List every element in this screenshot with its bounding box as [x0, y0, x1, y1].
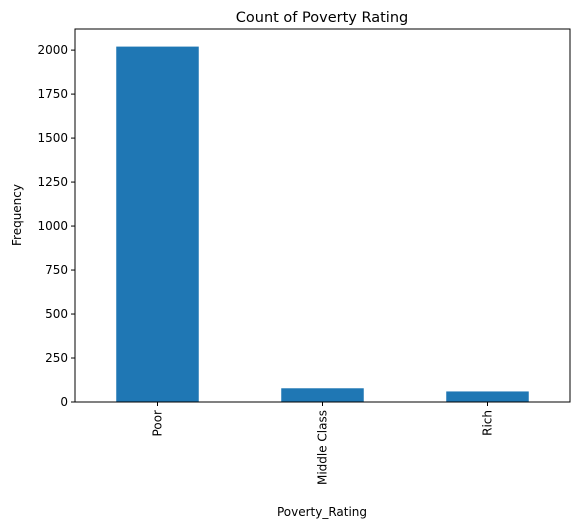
x-axis-ticks: Poor Middle Class Rich: [151, 402, 495, 485]
x-axis-label: Poverty_Rating: [277, 505, 367, 519]
y-tick-label: 1250: [37, 175, 68, 189]
y-tick-label: 2000: [37, 43, 68, 57]
x-tick-label: Rich: [481, 410, 495, 436]
x-tick-label: Poor: [151, 410, 165, 436]
y-tick-label: 1500: [37, 131, 68, 145]
y-tick-label: 1750: [37, 87, 68, 101]
bar: [446, 391, 529, 402]
y-axis-label: Frequency: [10, 184, 24, 246]
y-tick-label: 250: [45, 351, 68, 365]
y-tick-label: 500: [45, 307, 68, 321]
bar: [116, 46, 199, 403]
x-tick-label: Middle Class: [316, 410, 330, 485]
chart-title: Count of Poverty Rating: [236, 10, 408, 26]
y-tick-label: 750: [45, 263, 68, 277]
bar: [281, 388, 364, 402]
y-axis-ticks: 0 250 500 750 1000 1250 1500 1750 2000: [37, 43, 75, 409]
y-tick-label: 1000: [37, 219, 68, 233]
y-tick-label: 0: [60, 395, 68, 409]
bars: [116, 46, 529, 403]
plot-frame: [74, 28, 571, 403]
